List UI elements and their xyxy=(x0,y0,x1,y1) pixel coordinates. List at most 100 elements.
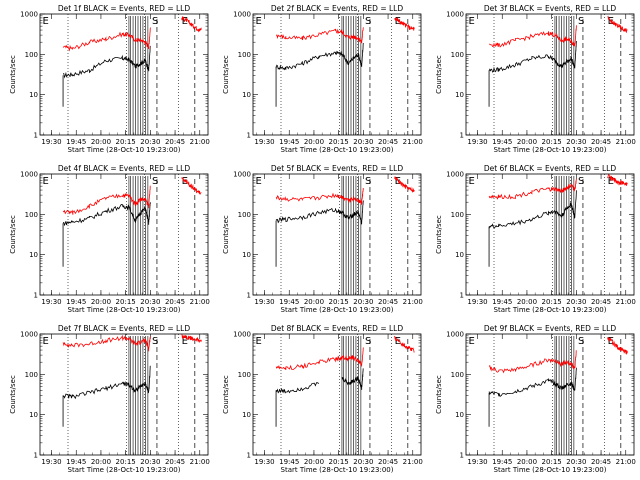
x-tick-label: 20:30 xyxy=(353,298,373,306)
lld-series-line xyxy=(62,185,151,215)
detector-panel-5: Det 5f BLACK = Events, RED = LLD 1 10 100 10… xyxy=(222,164,423,314)
x-tick-label: 20:30 xyxy=(566,298,586,306)
x-tick-label: 20:00 xyxy=(517,458,537,466)
x-tick-label: 19:45 xyxy=(66,138,86,146)
x-tick-label: 20:45 xyxy=(165,458,185,466)
y-tick-label: 1000 xyxy=(20,331,38,339)
x-tick-label: 21:00 xyxy=(190,458,210,466)
marker-label-e: E xyxy=(182,336,188,347)
x-tick-label: 21:00 xyxy=(403,298,423,306)
y-tick-label: 1000 xyxy=(20,171,38,179)
y-tick-label: 100 xyxy=(451,371,464,379)
events-series-line xyxy=(62,202,151,227)
marker-label-e: E xyxy=(468,16,474,27)
y-tick-label: 1 xyxy=(460,292,464,300)
x-axis-label: Start Time (28-Oct-10 19:23:00) xyxy=(494,466,607,474)
x-tick-label: 20:45 xyxy=(378,298,398,306)
x-tick-label: 19:45 xyxy=(492,298,512,306)
y-axis-label: Counts/sec xyxy=(435,55,443,94)
panel-title: Det 7f BLACK = Events, RED = LLD xyxy=(58,324,191,333)
x-tick-label: 20:15 xyxy=(542,298,562,306)
plot-frame xyxy=(39,173,209,296)
detector-panel-6: Det 6f BLACK = Events, RED = LLD 1 10 100 10… xyxy=(435,164,636,314)
x-tick-label: 20:00 xyxy=(91,298,111,306)
marker-label-s: S xyxy=(152,16,158,27)
x-tick-label: 20:15 xyxy=(116,138,136,146)
marker-label-s: S xyxy=(365,16,371,27)
marker-label-e: E xyxy=(395,336,401,347)
x-tick-label: 20:45 xyxy=(591,298,611,306)
marker-label-e: E xyxy=(42,336,48,347)
marker-label-e: E xyxy=(608,336,614,347)
x-tick-label: 21:00 xyxy=(616,458,636,466)
lld-tail-line xyxy=(607,337,628,355)
marker-label-e: E xyxy=(42,16,48,27)
y-tick-label: 1 xyxy=(247,292,251,300)
lld-tail-line xyxy=(394,335,415,353)
x-tick-label: 19:45 xyxy=(66,298,86,306)
x-tick-label: 20:45 xyxy=(591,138,611,146)
x-tick-label: 21:00 xyxy=(616,298,636,306)
marker-label-s: S xyxy=(365,176,371,187)
y-axis-label: Counts/sec xyxy=(222,55,230,94)
y-tick-label: 10 xyxy=(455,411,464,419)
y-axis-label: Counts/sec xyxy=(222,375,230,414)
x-tick-label: 19:30 xyxy=(254,298,274,306)
lld-series-line xyxy=(488,350,577,374)
x-tick-label: 19:30 xyxy=(41,138,61,146)
plot-frame xyxy=(39,13,209,136)
x-tick-label: 19:30 xyxy=(41,458,61,466)
detector-panel-2: Det 2f BLACK = Events, RED = LLD 1 10 100 10… xyxy=(222,4,423,154)
marker-label-s: S xyxy=(365,336,371,347)
x-tick-label: 20:45 xyxy=(591,458,611,466)
x-axis-label: Start Time (28-Oct-10 19:23:00) xyxy=(281,306,394,314)
plot-frame xyxy=(465,13,635,136)
events-series-line xyxy=(275,368,364,394)
y-tick-label: 100 xyxy=(238,51,251,59)
x-tick-label: 20:30 xyxy=(140,458,160,466)
panel-title: Det 2f BLACK = Events, RED = LLD xyxy=(271,4,404,13)
x-tick-label: 20:30 xyxy=(353,138,373,146)
x-tick-label: 20:15 xyxy=(116,458,136,466)
lld-series-line xyxy=(488,25,577,48)
x-tick-label: 20:15 xyxy=(542,138,562,146)
marker-label-e: E xyxy=(608,176,614,187)
marker-label-s: S xyxy=(152,176,158,187)
y-tick-label: 1000 xyxy=(446,171,464,179)
y-axis-label: Counts/sec xyxy=(9,215,17,254)
marker-label-e: E xyxy=(395,176,401,187)
y-tick-label: 1 xyxy=(460,132,464,140)
marker-label-e: E xyxy=(468,336,474,347)
lld-series-line xyxy=(488,178,577,200)
x-tick-label: 19:30 xyxy=(467,138,487,146)
y-axis-label: Counts/sec xyxy=(222,215,230,254)
x-tick-label: 21:00 xyxy=(403,138,423,146)
x-tick-label: 20:15 xyxy=(542,458,562,466)
x-tick-label: 20:30 xyxy=(140,298,160,306)
lld-series-line xyxy=(62,27,151,52)
lld-series-line xyxy=(62,334,151,352)
lld-tail-line xyxy=(607,15,628,33)
x-tick-label: 20:30 xyxy=(566,138,586,146)
y-tick-label: 10 xyxy=(29,411,38,419)
x-tick-label: 19:30 xyxy=(467,298,487,306)
y-tick-label: 100 xyxy=(25,371,38,379)
y-tick-label: 1 xyxy=(460,452,464,460)
x-tick-label: 19:45 xyxy=(492,458,512,466)
plot-frame xyxy=(39,333,209,456)
panel-title: Det 3f BLACK = Events, RED = LLD xyxy=(484,4,617,13)
x-tick-label: 20:30 xyxy=(566,458,586,466)
x-tick-label: 20:15 xyxy=(329,298,349,306)
panel-title: Det 5f BLACK = Events, RED = LLD xyxy=(271,164,404,173)
x-tick-label: 21:00 xyxy=(190,138,210,146)
y-tick-label: 10 xyxy=(242,411,251,419)
panel-title: Det 6f BLACK = Events, RED = LLD xyxy=(484,164,617,173)
x-tick-label: 19:45 xyxy=(66,458,86,466)
y-tick-label: 1000 xyxy=(233,331,251,339)
y-axis-label: Counts/sec xyxy=(9,55,17,94)
y-tick-label: 10 xyxy=(29,251,38,259)
plot-frame xyxy=(252,13,422,136)
y-tick-label: 100 xyxy=(238,211,251,219)
x-axis-label: Start Time (28-Oct-10 19:23:00) xyxy=(494,306,607,314)
